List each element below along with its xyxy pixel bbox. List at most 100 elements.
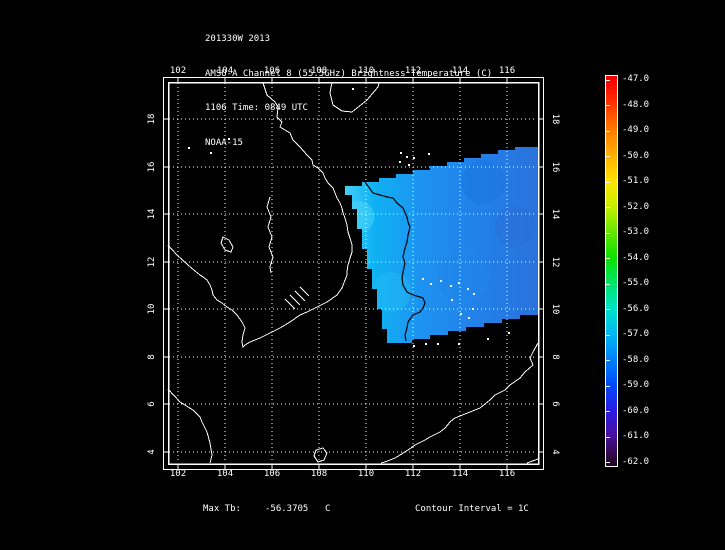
lat-label-right: 14 bbox=[550, 208, 560, 220]
island-dot bbox=[458, 282, 460, 284]
map-plot bbox=[163, 77, 544, 470]
island-dot bbox=[468, 317, 470, 319]
map-inner-frame bbox=[167, 81, 540, 465]
colorbar-tick bbox=[606, 105, 610, 107]
lat-label-left: 6 bbox=[147, 401, 157, 407]
lat-label-left: 12 bbox=[147, 256, 157, 268]
island-dot bbox=[399, 161, 401, 163]
delta-channel-line bbox=[294, 290, 306, 302]
lon-label-bottom: 116 bbox=[498, 469, 516, 479]
lon-label-top: 114 bbox=[451, 66, 469, 76]
lat-label-left: 10 bbox=[147, 303, 157, 315]
delta-channel-line bbox=[284, 298, 296, 310]
colorbar-label: -56.0 bbox=[622, 303, 650, 314]
colorbar-tick bbox=[606, 207, 610, 209]
island-dot bbox=[508, 332, 510, 334]
colorbar-tick bbox=[606, 334, 610, 336]
colorbar-label: -51.0 bbox=[622, 176, 650, 187]
swath-patch bbox=[354, 313, 382, 341]
map-outer-frame bbox=[163, 77, 544, 470]
colorbar-tick bbox=[606, 130, 610, 132]
colorbar-tick bbox=[606, 258, 610, 260]
lon-label-bottom: 102 bbox=[169, 469, 187, 479]
colorbar-label: -57.0 bbox=[622, 329, 650, 340]
coast-path-borneo-corner bbox=[526, 458, 539, 464]
lon-label-top: 104 bbox=[216, 66, 234, 76]
lat-label-right: 16 bbox=[550, 161, 560, 173]
swath-patch bbox=[461, 160, 505, 204]
header-satellite: NOAA-15 bbox=[205, 137, 243, 148]
colorbar-label: -50.0 bbox=[622, 150, 650, 161]
colorbar-tick bbox=[606, 181, 610, 183]
coast-path-vietnam-coast bbox=[167, 82, 353, 349]
lat-label-left: 18 bbox=[147, 113, 157, 125]
swath-patch bbox=[437, 251, 489, 303]
island-dot bbox=[487, 338, 489, 340]
colorbar-label: -52.0 bbox=[622, 201, 650, 212]
colorbar-tick bbox=[606, 411, 610, 413]
island-dot bbox=[352, 88, 354, 90]
colorbar-tick bbox=[606, 156, 610, 158]
delta-channel-line bbox=[299, 286, 310, 297]
island-dot bbox=[467, 288, 469, 290]
swath-patch bbox=[371, 272, 411, 312]
island-dot bbox=[428, 153, 430, 155]
swath-patch bbox=[345, 201, 374, 233]
island-dot bbox=[473, 293, 475, 295]
lat-label-left: 4 bbox=[147, 449, 157, 455]
island-dot bbox=[400, 152, 402, 154]
colorbar-label: -55.0 bbox=[622, 278, 650, 289]
coast-path-gulf-coast bbox=[167, 388, 213, 464]
satellite-swath-group bbox=[345, 147, 538, 343]
lon-label-top: 106 bbox=[263, 66, 281, 76]
colorbar-label: -59.0 bbox=[622, 380, 650, 391]
colorbar-label: -48.0 bbox=[622, 99, 650, 110]
colorbar-tick bbox=[606, 79, 610, 81]
coast-path-river-border bbox=[266, 196, 274, 274]
lon-label-top: 110 bbox=[357, 66, 375, 76]
colorbar-tick bbox=[606, 360, 610, 362]
island-dot bbox=[430, 283, 432, 285]
lon-label-bottom: 114 bbox=[451, 469, 469, 479]
colorbar-label: -60.0 bbox=[622, 405, 650, 416]
island-dot bbox=[210, 152, 212, 154]
delta-channel-line bbox=[289, 294, 301, 306]
island-dots bbox=[188, 88, 510, 347]
grid-lines bbox=[169, 83, 537, 463]
colorbar-tick bbox=[606, 232, 610, 234]
colorbar-label: -47.0 bbox=[622, 74, 650, 84]
lat-label-right: 4 bbox=[550, 449, 560, 455]
island-dot bbox=[440, 280, 442, 282]
lat-label-left: 16 bbox=[147, 161, 157, 173]
lat-label-left: 14 bbox=[147, 208, 157, 220]
lat-label-right: 6 bbox=[550, 401, 560, 407]
lon-label-bottom: 110 bbox=[357, 469, 375, 479]
colorbar bbox=[605, 75, 618, 467]
island-dot bbox=[188, 147, 190, 149]
lon-label-bottom: 108 bbox=[310, 469, 328, 479]
lat-label-left: 8 bbox=[147, 354, 157, 360]
lat-label-right: 12 bbox=[550, 256, 560, 268]
lon-label-top: 108 bbox=[310, 66, 328, 76]
coast-path-borneo-coast bbox=[380, 342, 539, 464]
header-text-block: 201330W 2013 AMSU-A Channel 8 (55.5GHz) … bbox=[205, 11, 492, 172]
colorbar-tick bbox=[606, 436, 610, 438]
max-tb-unit: C bbox=[325, 504, 331, 514]
coastlines bbox=[167, 82, 539, 464]
island-dot bbox=[458, 343, 460, 345]
lon-label-bottom: 104 bbox=[216, 469, 234, 479]
lon-label-bottom: 106 bbox=[263, 469, 281, 479]
island-dot bbox=[437, 343, 439, 345]
lat-label-right: 18 bbox=[550, 113, 560, 125]
island-dot bbox=[450, 285, 452, 287]
colorbar-label: -58.0 bbox=[622, 354, 650, 365]
lon-label-bottom: 112 bbox=[404, 469, 422, 479]
colorbar-tick bbox=[606, 385, 610, 387]
colorbar-label: -49.0 bbox=[622, 125, 650, 136]
colorbar-tick bbox=[606, 283, 610, 285]
coast-path-natuna-island bbox=[313, 447, 328, 463]
lat-label-right: 10 bbox=[550, 303, 560, 315]
colorbar-tick bbox=[606, 309, 610, 311]
header-title: AMSU-A Channel 8 (55.5GHz) Brightness Te… bbox=[205, 68, 493, 79]
lat-label-right: 8 bbox=[550, 354, 560, 360]
